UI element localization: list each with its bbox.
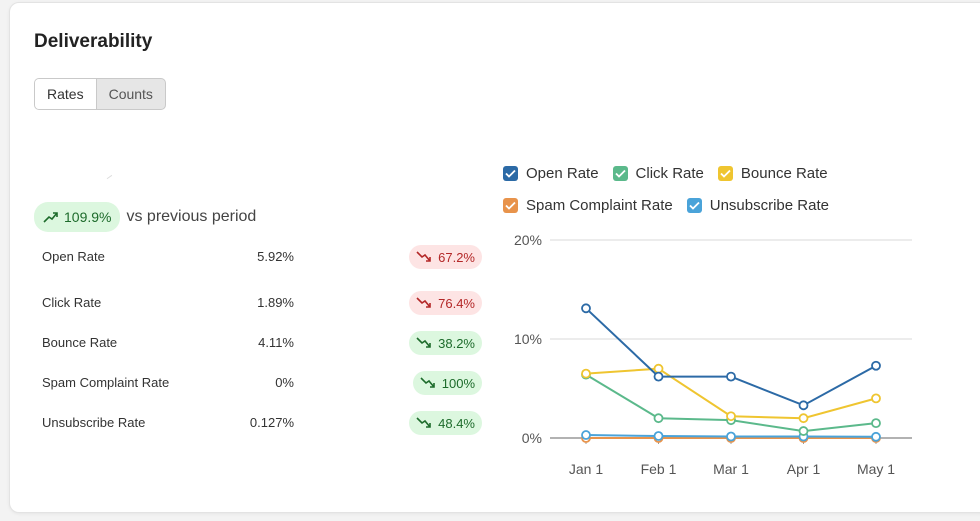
card-title: Deliverability (34, 31, 153, 52)
metric-change-badge: 38.2% (409, 331, 482, 355)
legend-item-bounce-rate[interactable]: Bounce Rate (717, 164, 828, 182)
tab-counts[interactable]: Counts (108, 86, 153, 102)
data-point-click-rate (871, 418, 881, 429)
checkbox-checked-icon (503, 165, 518, 181)
trend-down-icon (416, 417, 431, 428)
x-tick-label: Apr 1 (787, 461, 821, 477)
metric-row-spam-complaint-rate: Spam Complaint Rate 0% 100% (42, 371, 482, 395)
data-point-open-rate (581, 303, 591, 314)
overall-change-label: vs previous period (126, 208, 257, 225)
x-tick-label: Feb 1 (641, 461, 677, 477)
metric-change-value: 67.2% (438, 249, 475, 265)
y-tick-label: 20% (514, 232, 542, 248)
x-tick-label: Jan 1 (569, 461, 603, 477)
series-line-open-rate (585, 307, 877, 407)
x-tick-label: Mar 1 (713, 461, 749, 477)
checkbox-checked-icon (686, 197, 702, 213)
data-point-bounce-rate (653, 363, 664, 374)
legend-item-spam-complaint-rate[interactable]: Spam Complaint Rate (503, 197, 673, 214)
data-point-unsubscribe-rate (726, 431, 736, 442)
metric-value: 4.11% (258, 335, 294, 350)
overall-change-badge: 109.9% (34, 202, 121, 232)
metric-row-click-rate: Click Rate 1.89% 76.4% (42, 291, 482, 315)
legend-row: Open Rate Click Rate Bounce Rate (503, 157, 883, 189)
data-point-open-rate (653, 371, 664, 382)
metric-change-badge: 48.4% (409, 411, 482, 435)
data-point-unsubscribe-rate (871, 431, 881, 442)
metric-value: 5.92% (257, 249, 294, 264)
data-point-bounce-rate (871, 393, 881, 404)
legend-label: Bounce Rate (740, 164, 828, 182)
metric-row-unsubscribe-rate: Unsubscribe Rate 0.127% 48.4% (42, 411, 482, 435)
metric-value: 1.89% (257, 295, 294, 310)
trend-down-icon (416, 251, 431, 262)
legend-label: Click Rate (635, 164, 704, 182)
metric-value: 0.127% (249, 415, 294, 430)
chart-legend: Open Rate Click Rate Bounce Rate Spam Co… (503, 157, 883, 221)
metric-change-badge: 67.2% (409, 245, 482, 269)
legend-label: Unsubscribe Rate (709, 196, 829, 214)
data-point-bounce-rate (581, 368, 591, 379)
checkbox-checked-icon (612, 165, 628, 181)
overall-change: 109.9% vs previous period (34, 202, 256, 232)
metric-label: Click Rate (42, 295, 102, 310)
legend-item-open-rate[interactable]: Open Rate (503, 165, 599, 182)
deliverability-card: Deliverability Rates Counts 109.9% vs pr… (9, 2, 980, 513)
trend-down-icon (416, 337, 431, 348)
data-point-open-rate (798, 400, 809, 411)
metric-change-badge: 100% (412, 371, 482, 395)
data-point-click-rate (798, 426, 809, 436)
metric-change-value: 76.4% (438, 295, 475, 311)
legend-label: Open Rate (526, 164, 599, 182)
x-tick-label: May 1 (857, 461, 895, 477)
data-point-unsubscribe-rate (653, 431, 664, 441)
tab-rates[interactable]: Rates (35, 79, 97, 109)
legend-label: Spam Complaint Rate (526, 196, 673, 214)
trend-down-icon (416, 297, 431, 308)
data-point-click-rate (653, 413, 664, 424)
overall-change-value: 109.9% (64, 209, 112, 225)
metric-change-badge: 76.4% (409, 291, 482, 315)
checkbox-checked-icon (717, 165, 733, 181)
data-point-bounce-rate (726, 411, 736, 422)
trend-up-icon (43, 212, 58, 223)
deliverability-line-chart: 0% 10% 20% Jan 1 Feb 1 Mar 1 Apr 1 May 1 (514, 232, 912, 477)
trend-down-icon (420, 377, 435, 388)
data-point-unsubscribe-rate (581, 430, 591, 440)
legend-item-unsubscribe-rate[interactable]: Unsubscribe Rate (686, 196, 829, 214)
data-point-open-rate (726, 371, 736, 382)
view-toggle: Rates Counts (34, 78, 166, 110)
metric-label: Open Rate (42, 249, 105, 264)
legend-item-click-rate[interactable]: Click Rate (612, 164, 704, 182)
data-point-bounce-rate (798, 413, 809, 424)
metric-change-value: 48.4% (438, 415, 475, 431)
metric-change-value: 100% (441, 375, 475, 391)
legend-row: Spam Complaint Rate Unsubscribe Rate (503, 189, 883, 221)
checkbox-checked-icon (503, 197, 518, 213)
metric-value: 0% (275, 375, 294, 390)
metric-label: Unsubscribe Rate (42, 415, 146, 430)
metric-row-bounce-rate: Bounce Rate 4.11% 38.2% (42, 331, 482, 355)
y-tick-label: 0% (522, 430, 542, 446)
metric-row-open-rate: Open Rate 5.92% 67.2% (42, 245, 482, 269)
y-tick-label: 10% (514, 331, 542, 347)
metric-label: Bounce Rate (42, 335, 118, 350)
metric-change-value: 38.2% (438, 335, 475, 351)
data-point-open-rate (871, 360, 881, 371)
metric-label: Spam Complaint Rate (42, 375, 170, 390)
